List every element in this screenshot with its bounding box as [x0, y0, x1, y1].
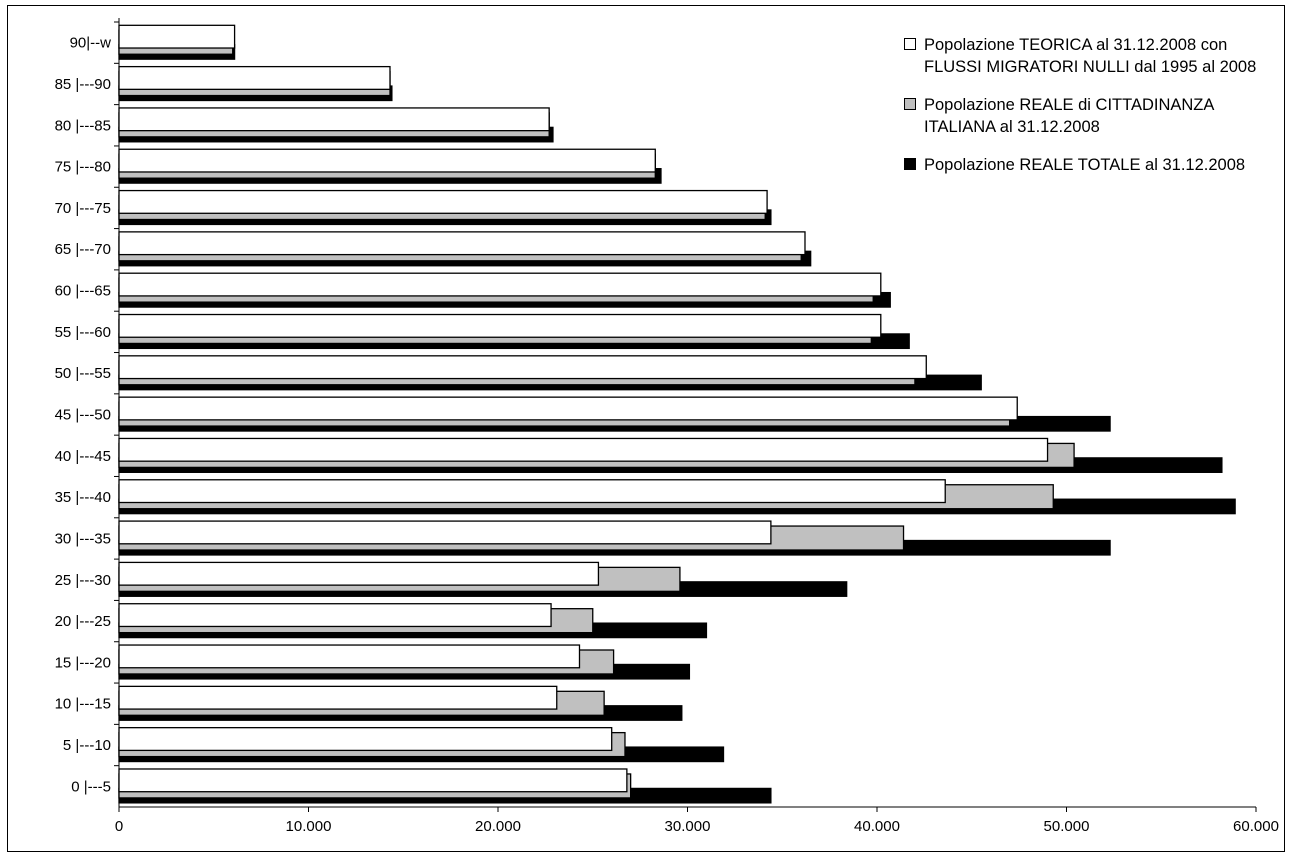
axes-group: 90|--w 85 |---90 80 |---85 75 |---80 70 |---… [55, 18, 1279, 835]
legend-label-totale: Popolazione REALE TOTALE al 31.12.2008 [924, 156, 1246, 174]
legend-swatch-italiana [904, 98, 916, 110]
chart-frame [7, 5, 1285, 852]
legend-label-italiana: Popolazione REALE di CITTADINANZA ITALIA… [924, 96, 1214, 136]
bar-teorica-9 [118, 396, 1018, 421]
bar-teorica-0 [118, 24, 236, 49]
y-tick-label-9: 45 |---50 [55, 407, 111, 424]
x-tick-label-3: 30.000 [665, 818, 711, 835]
legend-label-teorica: Popolazione TEORICA al 31.12.2008 con FL… [924, 36, 1257, 76]
legend-item-totale: Popolazione REALE TOTALE al 31.12.2008 [902, 154, 1282, 176]
y-tick-label-8: 50 |---55 [55, 365, 111, 382]
y-tick-label-15: 15 |---20 [55, 654, 111, 671]
y-tick-label-13: 25 |---30 [55, 572, 111, 589]
y-tick-label-7: 55 |---60 [55, 324, 111, 341]
y-tick-label-1: 85 |---90 [55, 76, 111, 93]
y-tick-label-6: 60 |---65 [55, 283, 111, 300]
legend-swatch-teorica [904, 38, 916, 50]
y-tick-label-10: 40 |---45 [55, 448, 111, 465]
bar-teorica-17 [118, 727, 613, 752]
bar-teorica-12 [118, 520, 772, 545]
x-tick-label-1: 10.000 [286, 818, 332, 835]
bars-group [118, 24, 1236, 804]
bar-teorica-11 [118, 479, 946, 504]
bar-teorica-15 [118, 644, 581, 669]
y-tick-label-16: 10 |---15 [55, 696, 111, 713]
bar-teorica-13 [118, 561, 600, 586]
y-tick-label-2: 80 |---85 [55, 117, 111, 134]
x-tick-label-0: 0 [115, 818, 123, 835]
y-tick-label-18: 0 |---5 [71, 778, 111, 795]
bar-teorica-2 [118, 107, 550, 132]
y-tick-label-12: 30 |---35 [55, 530, 111, 547]
y-tick-label-0: 90|--w [70, 35, 112, 52]
legend-swatch-totale [904, 158, 916, 170]
legend-item-teorica: Popolazione TEORICA al 31.12.2008 con FL… [902, 34, 1282, 78]
y-tick-label-11: 35 |---40 [55, 489, 111, 506]
bar-teorica-5 [118, 231, 806, 256]
bar-teorica-18 [118, 768, 628, 793]
bar-teorica-16 [118, 685, 558, 710]
y-tick-label-4: 70 |---75 [55, 200, 111, 217]
bar-teorica-6 [118, 272, 882, 297]
x-tick-label-2: 20.000 [475, 818, 521, 835]
bar-teorica-7 [118, 313, 882, 338]
y-tick-label-3: 75 |---80 [55, 159, 111, 176]
bar-teorica-3 [118, 148, 656, 173]
y-tick-label-17: 5 |---10 [63, 737, 111, 754]
bar-teorica-4 [118, 189, 768, 214]
y-tick-label-14: 20 |---25 [55, 613, 111, 630]
bar-teorica-8 [118, 355, 927, 380]
bar-teorica-10 [118, 437, 1049, 462]
x-tick-label-6: 60.000 [1233, 818, 1279, 835]
bar-teorica-14 [118, 603, 552, 628]
legend-item-italiana: Popolazione REALE di CITTADINANZA ITALIA… [902, 94, 1282, 138]
legend: Popolazione TEORICA al 31.12.2008 con FL… [902, 34, 1282, 192]
y-tick-label-5: 65 |---70 [55, 241, 111, 258]
bar-teorica-1 [118, 65, 391, 90]
x-tick-label-4: 40.000 [854, 818, 900, 835]
x-tick-label-5: 50.000 [1044, 818, 1090, 835]
